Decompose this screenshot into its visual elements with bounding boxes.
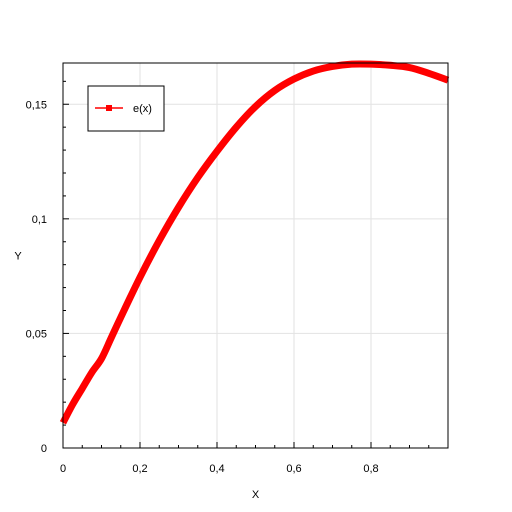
series-line-e-x <box>59 60 450 425</box>
x-tick-label: 0,4 <box>209 463 224 475</box>
legend-label: e(x) <box>133 103 152 115</box>
y-tick-label: 0,15 <box>26 99 47 111</box>
y-axis-label: Y <box>14 251 22 263</box>
axes: 0 0,2 0,4 0,6 0,8 0 0,05 0,1 0,15 <box>26 80 430 475</box>
x-axis-label: X <box>252 489 260 501</box>
legend-marker-swatch <box>106 105 112 111</box>
legend: e(x) <box>87 85 165 132</box>
x-tick-label: 0,8 <box>363 463 378 475</box>
y-tick-label: 0 <box>41 443 47 455</box>
x-tick-label: 0,2 <box>132 463 147 475</box>
y-tick-label: 0,1 <box>32 214 47 226</box>
x-tick-label: 0,6 <box>286 463 301 475</box>
y-tick-label: 0,05 <box>26 328 47 340</box>
x-tick-label: 0 <box>60 463 66 475</box>
series-layer <box>59 60 450 425</box>
